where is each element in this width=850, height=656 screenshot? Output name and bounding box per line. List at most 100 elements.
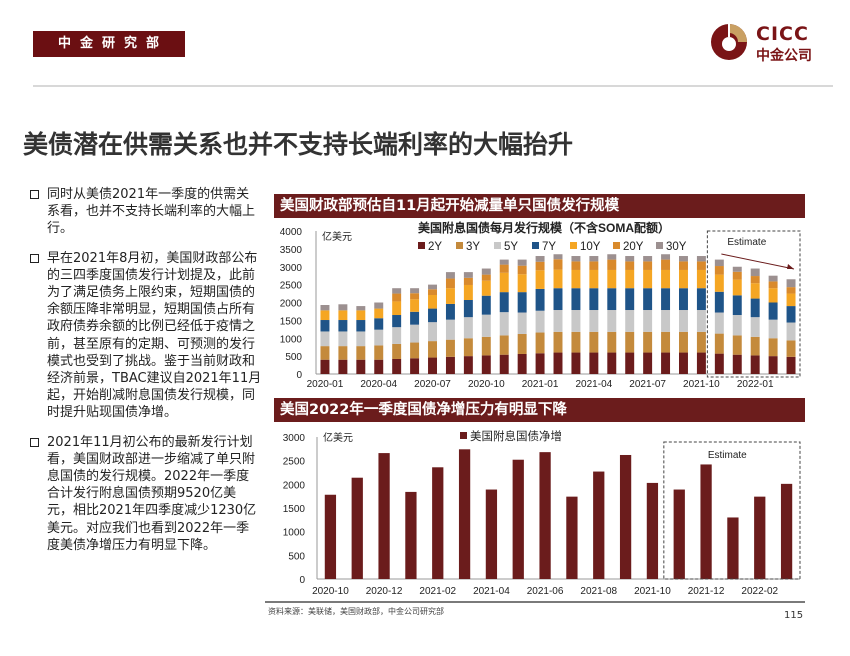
footer-divider — [265, 601, 805, 603]
y-tick-label: 2500 — [280, 281, 303, 292]
x-tick-label: 2021-08 — [580, 586, 617, 597]
bar-segment-10Y — [732, 279, 742, 296]
bar-segment-10Y — [768, 288, 778, 303]
bar-segment-5Y — [714, 312, 724, 334]
bar-segment-30Y — [714, 259, 724, 267]
bar-segment-3Y — [517, 333, 527, 354]
bar-segment-5Y — [463, 317, 473, 339]
bar — [754, 496, 766, 579]
cicc-logo: CICC 中金公司 — [710, 23, 820, 65]
bar-segment-20Y — [463, 277, 473, 285]
bar-segment-3Y — [643, 331, 653, 353]
bar-segment-5Y — [445, 319, 455, 340]
bar-segment-3Y — [356, 346, 366, 360]
bar-segment-5Y — [768, 319, 778, 339]
bar-segment-20Y — [768, 281, 778, 289]
bar-segment-10Y — [643, 269, 653, 289]
bar-segment-2Y — [356, 359, 366, 374]
bar — [485, 489, 498, 579]
bar-segment-2Y — [571, 352, 581, 374]
bar-segment-5Y — [499, 312, 509, 336]
bar-segment-10Y — [535, 270, 545, 289]
bar-segment-30Y — [392, 288, 402, 294]
bar-segment-10Y — [428, 294, 437, 309]
bar-segment-3Y — [463, 338, 473, 357]
x-tick-label: 2020-07 — [414, 379, 451, 390]
bar — [673, 489, 685, 579]
bar-segment-10Y — [786, 293, 796, 307]
legend-label: 10Y — [580, 241, 601, 253]
bar-segment-7Y — [571, 288, 581, 311]
x-tick-label: 2021-04 — [473, 586, 510, 597]
bar-segment-2Y — [320, 359, 330, 374]
bar-segment-10Y — [356, 310, 366, 321]
bar-segment-30Y — [643, 256, 653, 262]
bar-segment-2Y — [463, 356, 473, 374]
y-tick-label: 2000 — [280, 299, 303, 310]
estimate-label: Estimate — [708, 450, 747, 461]
bar-segment-7Y — [463, 299, 473, 318]
bar — [539, 452, 551, 579]
bar-segment-5Y — [786, 322, 796, 341]
bullet-item: 早在2021年8月初，美国财政部公布的三四季度国债发行计划提及，此前为了满足债务… — [30, 250, 262, 422]
estimate-label: Estimate — [727, 237, 766, 248]
x-tick-label: 2021-07 — [629, 379, 666, 390]
bar — [700, 464, 712, 579]
bar-segment-2Y — [392, 358, 402, 374]
bar-segment-20Y — [714, 266, 724, 275]
bar-segment-20Y — [696, 261, 706, 270]
bar — [324, 494, 337, 579]
x-tick-label: 2021-10 — [634, 586, 671, 597]
bar-segment-30Y — [750, 268, 760, 277]
bar-segment-3Y — [392, 343, 402, 359]
y-tick-label: 3500 — [280, 245, 303, 256]
x-tick-label: 2020-10 — [312, 586, 349, 597]
bullet-text: 2021年11月初公布的最新发行计划看，美国财政部进一步缩减了单只附息国债的发行… — [47, 434, 257, 553]
legend-swatch-2Y — [418, 242, 425, 249]
bar-segment-7Y — [750, 298, 760, 318]
bar — [780, 483, 793, 579]
bar-segment-20Y — [499, 264, 509, 273]
chart2-panel-title: 美国2022年一季度国债净增压力有明显下降 — [274, 398, 805, 422]
bar-segment-2Y — [410, 358, 420, 374]
y-tick-label: 1500 — [280, 316, 303, 327]
bar — [593, 471, 605, 579]
chart-title: 美国附息国债每月发行规模（不含SOMA配额） — [418, 220, 670, 235]
bar-segment-5Y — [589, 310, 599, 332]
bar-segment-5Y — [750, 317, 760, 337]
bar-segment-2Y — [517, 353, 527, 374]
x-tick-label: 2021-10 — [683, 379, 720, 390]
bar-segment-20Y — [428, 289, 437, 295]
bar-segment-30Y — [338, 304, 348, 311]
bar — [512, 459, 524, 579]
bar-segment-5Y — [356, 331, 366, 347]
bar-segment-2Y — [643, 352, 653, 374]
chart1-panel-title: 美国财政部预估自11月起开始减量单只国债发行规模 — [274, 194, 805, 218]
bar-segment-2Y — [679, 352, 688, 374]
cicc-logo-icon — [711, 24, 747, 60]
legend-swatch-3Y — [456, 242, 463, 249]
bar-segment-3Y — [428, 341, 437, 358]
y-tick-label: 4000 — [280, 227, 303, 238]
bar — [351, 477, 363, 579]
bar-segment-5Y — [661, 310, 671, 332]
bar-segment-2Y — [374, 359, 384, 374]
bar-segment-30Y — [428, 284, 437, 290]
bar-segment-2Y — [661, 352, 671, 374]
bar-segment-7Y — [553, 288, 563, 311]
bar-segment-30Y — [499, 259, 509, 265]
bar-segment-10Y — [714, 274, 724, 292]
x-tick-label: 2021-06 — [527, 586, 564, 597]
bar-segment-7Y — [786, 306, 796, 323]
bar-segment-10Y — [445, 288, 455, 304]
logo-text-cn: 中金公司 — [756, 48, 812, 64]
bar-segment-20Y — [786, 287, 796, 294]
bullet-text: 早在2021年8月初，美国财政部公布的三四季度国债发行计划提及，此前为了满足债务… — [47, 250, 262, 421]
legend-label: 2Y — [428, 241, 442, 253]
legend-label: 20Y — [623, 241, 644, 253]
bullet-text: 同时从美债2021年一季度的供需关系看，也并不支持长端利率的大幅上行。 — [47, 187, 256, 237]
bar-segment-7Y — [714, 291, 724, 313]
bar-segment-5Y — [696, 310, 706, 332]
bar-segment-7Y — [445, 303, 455, 320]
bar-segment-2Y — [696, 352, 706, 374]
